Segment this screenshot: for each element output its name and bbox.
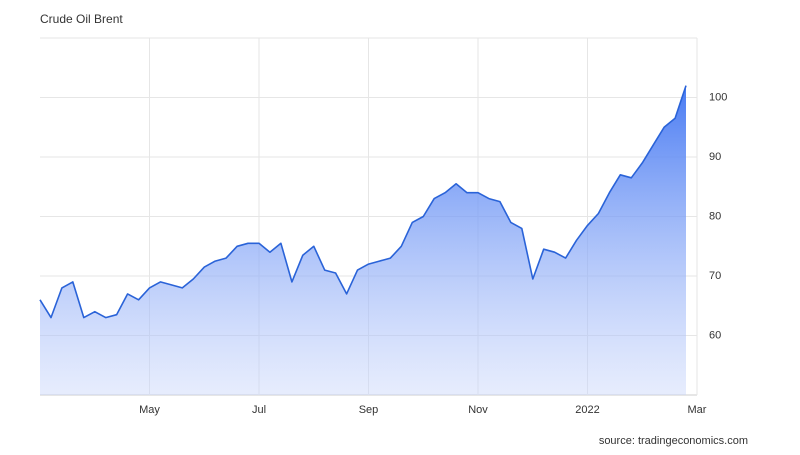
y-tick-label: 60 [709,329,721,341]
x-tick-label: May [139,404,160,416]
y-tick-label: 90 [709,151,721,163]
labels-layer: 60 70 80 90 100 May Jul Sep Nov 2022 Mar [139,91,727,416]
source-note: source: tradingeconomics.com [599,435,748,447]
y-tick-label: 100 [709,91,727,103]
x-tick-label: Mar [688,404,707,416]
chart-title: Crude Oil Brent [40,12,123,26]
marks-layer [39,85,687,395]
x-tick-label: 2022 [575,404,599,416]
x-tick-label: Nov [468,404,488,416]
y-tick-label: 70 [709,270,721,282]
x-tick-label: Sep [359,404,379,416]
x-tick-label: Jul [252,404,266,416]
area-fill [40,85,686,395]
y-tick-label: 80 [709,210,721,222]
line [39,85,687,319]
